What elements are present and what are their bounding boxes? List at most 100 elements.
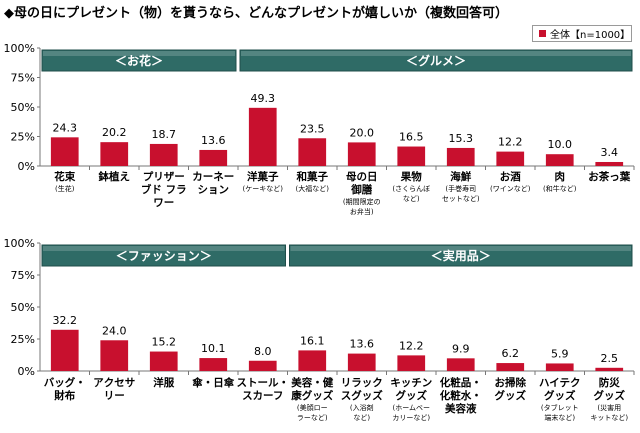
category-note: カリーなど)	[392, 414, 430, 422]
category-note: ラーなど)	[297, 414, 328, 422]
category-note: (ホームベー	[392, 404, 430, 412]
category-label: ストール・	[237, 377, 290, 389]
category-label: グッズ	[495, 389, 527, 402]
category-label: グッズ	[396, 389, 428, 402]
category-note: 端末など)	[544, 413, 575, 422]
category-label: グッズ	[594, 389, 626, 402]
category-label: 洋服	[153, 376, 174, 389]
category-note: (生花)	[55, 184, 75, 193]
category-label: 洋菓子	[247, 170, 279, 183]
bar	[149, 143, 178, 166]
data-label: 20.0	[350, 126, 375, 139]
bar	[496, 151, 525, 166]
category-note: (入浴剤	[350, 403, 374, 412]
group-banner-label: ＜実用品＞	[431, 248, 491, 263]
bar	[100, 340, 129, 371]
category-note: (さくらんぼ	[392, 185, 430, 193]
category-label: お酒	[500, 170, 521, 183]
bar	[496, 363, 525, 371]
bar	[397, 355, 426, 371]
category-note: (タブレット	[541, 403, 579, 412]
legend-label: 全体【n=1000】	[550, 30, 631, 41]
bar	[199, 358, 228, 371]
bar	[149, 351, 178, 371]
category-note: (大福など)	[296, 184, 330, 193]
group-banner-label: ＜グルメ＞	[406, 53, 466, 68]
category-note: キットなど)	[590, 414, 628, 422]
category-label: 母の日	[346, 171, 378, 183]
chart-panel-1: 0% 25% 50% 75% 100% ＜お花＞ ＜グルメ＞ 24.3 花束(生花) 20.2 鉢植…	[4, 42, 635, 216]
group-banner-shine	[290, 246, 631, 251]
bar	[50, 137, 79, 166]
group-banner-label: ＜お花＞	[115, 53, 163, 68]
data-label: 12.2	[399, 339, 424, 352]
y-tick-label: 100%	[4, 42, 35, 55]
category-label: 和菓子	[296, 170, 329, 183]
bar	[446, 358, 475, 371]
group-banner-shine	[43, 51, 235, 56]
category-label: グッズ	[544, 389, 576, 402]
bar	[100, 142, 129, 166]
legend-swatch	[539, 30, 546, 37]
data-label: 5.9	[551, 347, 569, 360]
data-label: 49.3	[251, 92, 276, 105]
data-label: 15.3	[449, 132, 474, 145]
category-note: お弁当)	[350, 207, 374, 216]
bar	[446, 147, 475, 166]
category-label: スグッズ	[341, 389, 383, 402]
group-banner	[289, 244, 633, 267]
bar	[595, 161, 624, 166]
data-label: 6.2	[502, 347, 520, 360]
bar	[347, 353, 376, 371]
bar	[298, 350, 327, 371]
data-label: 13.6	[350, 338, 375, 351]
category-label: 海鮮	[450, 170, 471, 183]
y-tick-label: 75%	[11, 269, 35, 282]
group-banner	[239, 49, 633, 72]
group-banner	[41, 49, 237, 72]
category-label: ション	[198, 184, 230, 196]
category-label: アクセサ	[93, 377, 135, 389]
y-tick-label: 0%	[18, 160, 35, 173]
bar	[248, 107, 277, 166]
data-label: 10.1	[201, 342, 226, 355]
category-label: バッグ・	[44, 376, 86, 389]
group-banner-shine	[241, 51, 631, 56]
category-label: お掃除	[495, 376, 527, 389]
category-label: お茶っ葉	[588, 170, 630, 183]
category-label: 美容・健	[291, 376, 333, 389]
bar	[248, 360, 277, 371]
data-label: 32.2	[53, 314, 78, 327]
data-label: 12.2	[498, 136, 523, 149]
y-tick-label: 50%	[11, 301, 35, 314]
category-label: 美容液	[445, 402, 477, 415]
category-label: リー	[104, 390, 125, 402]
bar	[397, 146, 426, 166]
data-label: 20.2	[102, 126, 127, 139]
category-label: 財布	[53, 389, 75, 402]
category-note: (期間限定の	[343, 197, 381, 206]
category-label: プリザー	[143, 170, 185, 183]
category-label: ワー	[153, 197, 174, 209]
category-label: 康グッズ	[291, 389, 333, 402]
category-label: カーネー	[192, 171, 234, 183]
category-label: 防災	[599, 376, 620, 389]
category-label: 化粧水・	[440, 389, 482, 402]
group-banner	[41, 244, 286, 267]
y-tick-label: 75%	[11, 72, 35, 85]
bar	[545, 363, 574, 371]
category-label: 傘・日傘	[192, 376, 234, 389]
data-label: 3.4	[601, 146, 619, 159]
data-label: 18.7	[152, 128, 177, 141]
y-tick-label: 50%	[11, 101, 35, 114]
data-label: 24.3	[53, 121, 78, 134]
category-label: 果物	[400, 170, 422, 183]
category-note: (手巻寿司	[445, 184, 476, 193]
category-note: (和牛など)	[543, 184, 577, 193]
chart-panel-2: 0% 25% 50% 75% 100% ＜ファッション＞ ＜実用品＞ 32.2 バッグ・財布 24…	[4, 237, 635, 422]
bar	[50, 329, 79, 371]
data-label: 16.5	[399, 131, 424, 144]
data-label: 23.5	[300, 122, 325, 135]
bar	[347, 142, 376, 166]
